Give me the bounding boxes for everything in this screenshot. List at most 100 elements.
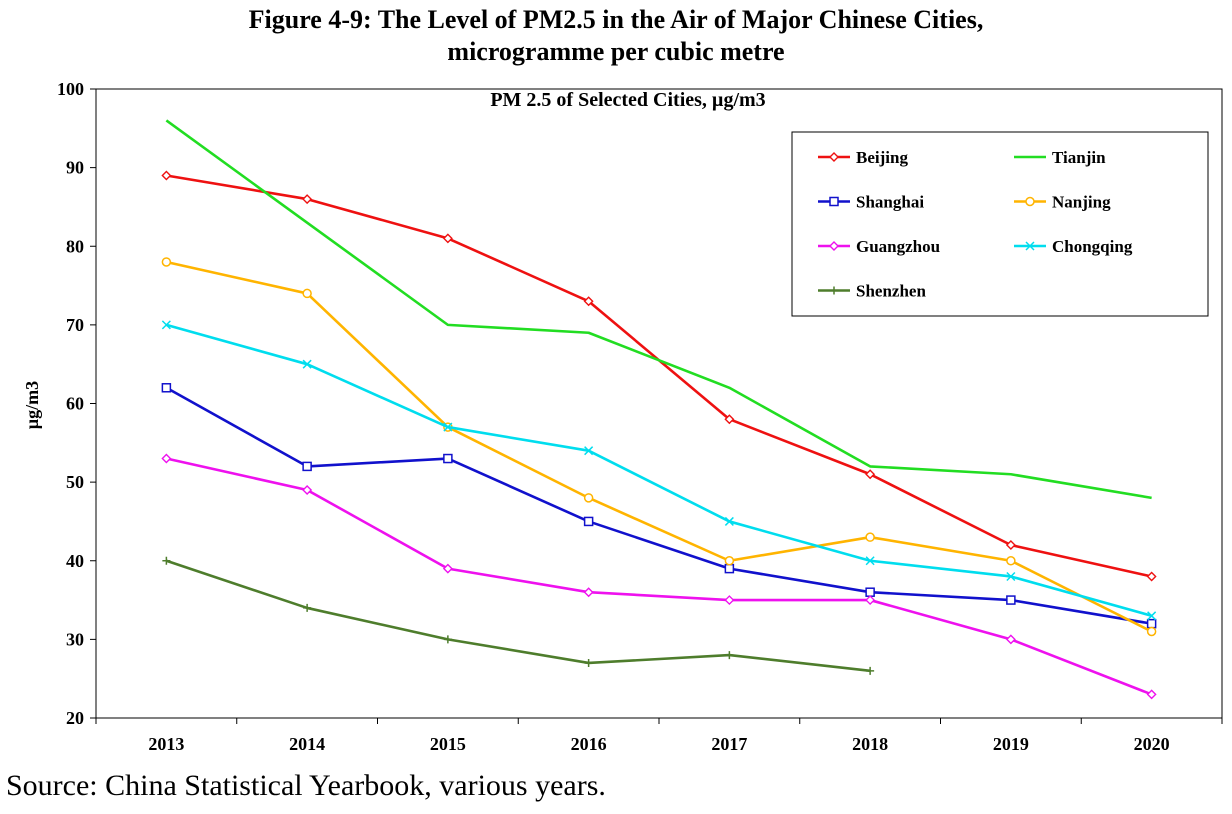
figure-title-line-2: microgramme per cubic metre <box>447 37 785 66</box>
figure-title-line-1: Figure 4-9: The Level of PM2.5 in the Ai… <box>248 5 984 34</box>
y-tick-label: 50 <box>66 472 84 492</box>
data-point-shanghai <box>1006 595 1016 605</box>
x-tick-label: 2014 <box>289 734 325 754</box>
data-point-nanjing <box>865 532 875 542</box>
x-tick-label: 2013 <box>148 734 184 754</box>
legend-item-chongqing: Chongqing <box>1014 237 1133 256</box>
y-axis-label: µg/m3 <box>22 381 42 429</box>
y-tick-label: 60 <box>66 394 84 414</box>
data-point-chongqing <box>1147 611 1157 621</box>
legend-label: Chongqing <box>1052 237 1133 256</box>
data-point-guangzhou <box>442 563 453 574</box>
legend-label: Tianjin <box>1052 148 1106 167</box>
data-point-shenzhen <box>162 556 171 565</box>
data-point-guangzhou <box>1146 689 1157 700</box>
data-point-nanjing <box>161 257 172 267</box>
data-point-beijing <box>724 414 735 425</box>
x-tick-label: 2019 <box>993 734 1029 754</box>
data-point-chongqing <box>584 446 594 456</box>
data-point-guangzhou <box>865 595 876 606</box>
data-point-shanghai <box>443 453 453 464</box>
x-tick-label: 2015 <box>430 734 466 754</box>
legend-label: Shenzhen <box>856 282 926 301</box>
series-line-tianjin <box>165 119 1152 500</box>
data-point-beijing <box>865 469 876 480</box>
legend-item-shanghai: Shanghai <box>818 193 924 212</box>
data-point-chongqing <box>724 516 734 526</box>
data-point-shanghai <box>865 587 875 597</box>
y-tick-label: 30 <box>66 629 84 649</box>
legend-item-shenzhen: Shenzhen <box>818 282 926 301</box>
data-point-guangzhou <box>161 453 172 464</box>
x-tick-label: 2016 <box>571 734 607 754</box>
series-chongqing <box>161 320 1157 621</box>
y-tick-label: 40 <box>66 551 84 571</box>
data-point-shenzhen <box>725 651 734 660</box>
data-point-beijing <box>583 296 594 307</box>
series-line-shanghai <box>165 386 1152 625</box>
data-point-shenzhen <box>303 603 312 612</box>
y-tick-label: 70 <box>66 315 84 335</box>
data-point-nanjing <box>724 556 735 566</box>
legend-marker <box>829 241 839 251</box>
legend-marker <box>829 152 839 162</box>
data-point-beijing <box>442 233 453 244</box>
series-tianjin <box>165 119 1152 500</box>
data-point-chongqing <box>443 422 453 432</box>
series-shanghai <box>161 383 1157 629</box>
y-tick-label: 80 <box>66 236 84 256</box>
series-line-nanjing <box>166 260 1153 633</box>
legend-label: Beijing <box>856 148 908 167</box>
data-point-beijing <box>302 194 313 205</box>
series-nanjing <box>161 257 1157 637</box>
data-point-shanghai <box>583 516 594 527</box>
data-point-nanjing <box>1006 556 1016 566</box>
legend-marker <box>829 196 839 207</box>
legend-marker <box>1025 241 1035 251</box>
data-point-shanghai <box>724 563 735 574</box>
data-point-guangzhou <box>1005 634 1016 645</box>
data-point-shenzhen <box>866 666 875 675</box>
legend: Beijing Tianjin Shanghai Nanjing Guangzhou Ch… <box>791 131 1209 317</box>
data-point-nanjing <box>1146 626 1157 637</box>
data-point-shenzhen <box>584 658 593 667</box>
data-point-chongqing <box>865 556 875 566</box>
y-tick-label: 20 <box>66 708 84 728</box>
data-point-shanghai <box>161 383 172 393</box>
series-line-guangzhou <box>166 457 1153 696</box>
series-layer <box>161 119 1157 700</box>
data-point-shanghai <box>302 461 312 472</box>
data-point-shenzhen <box>443 635 452 644</box>
data-point-beijing <box>1146 571 1157 582</box>
x-tick-label: 2020 <box>1134 734 1170 754</box>
legend-item-nanjing: Nanjing <box>1014 193 1111 212</box>
legend-marker <box>830 286 838 295</box>
legend-box <box>791 131 1209 317</box>
x-tick-label: 2017 <box>711 734 747 754</box>
legend-label: Nanjing <box>1052 193 1111 212</box>
data-point-guangzhou <box>724 595 735 606</box>
axes: 20 30 40 50 60 70 80 90 100 2013 2014 2015 2016 2017 2… <box>57 79 1223 754</box>
y-tick-label: 90 <box>66 158 84 178</box>
data-point-shanghai <box>1146 618 1157 629</box>
y-tick-label: 100 <box>57 79 84 99</box>
data-point-chongqing <box>1006 571 1016 582</box>
legend-item-beijing: Beijing <box>818 148 908 167</box>
series-guangzhou <box>161 453 1157 700</box>
data-point-beijing <box>1005 540 1016 551</box>
data-point-guangzhou <box>302 484 313 495</box>
data-point-guangzhou <box>583 587 594 598</box>
chart-title: PM 2.5 of Selected Cities, µg/m3 <box>490 89 765 111</box>
data-point-beijing <box>161 170 172 181</box>
legend-item-tianjin: Tianjin <box>1014 148 1106 167</box>
data-point-nanjing <box>302 288 312 299</box>
data-point-chongqing <box>161 320 171 330</box>
series-shenzhen <box>162 556 875 675</box>
legend-item-guangzhou: Guangzhou <box>818 237 940 256</box>
figure-title: Figure 4-9: The Level of PM2.5 in the Ai… <box>0 4 1232 68</box>
source-note: Source: China Statistical Yearbook, vari… <box>6 769 606 802</box>
x-tick-label: 2018 <box>852 734 888 754</box>
legend-marker <box>1025 196 1035 207</box>
data-point-nanjing <box>583 493 594 503</box>
